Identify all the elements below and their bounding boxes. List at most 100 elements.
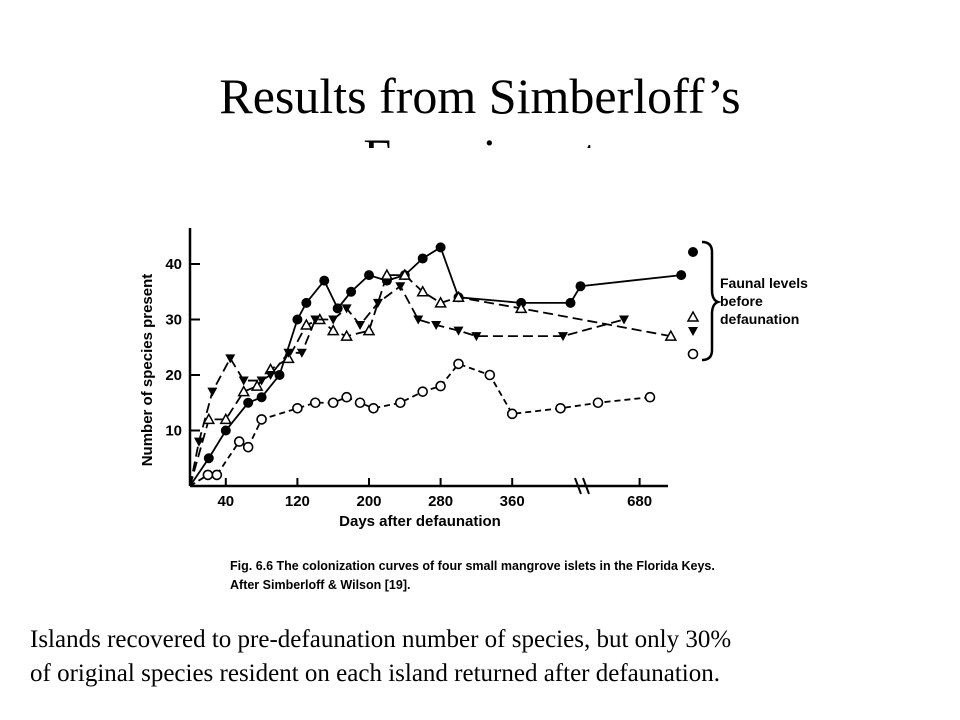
slide-title: Results from Simberloff’s xyxy=(219,68,741,124)
series-2-point xyxy=(431,321,442,331)
caption-line2: of original species resident on each isl… xyxy=(30,660,721,687)
series-3-point xyxy=(256,414,267,425)
x-tick-label: 360 xyxy=(500,493,525,510)
series-1-point xyxy=(452,290,465,303)
x-tick-label: 120 xyxy=(285,493,310,510)
series-2-point xyxy=(341,304,352,314)
series-0-point xyxy=(417,253,428,264)
series-layer xyxy=(189,242,687,487)
series-3-point xyxy=(453,358,464,370)
figure-caption-line1: Fig. 6.6 The colonization curves of four… xyxy=(230,559,715,573)
series-0-point xyxy=(364,270,374,281)
series-0-point xyxy=(274,370,285,380)
series-3-point xyxy=(435,380,446,392)
series-1-point xyxy=(282,351,295,364)
slide-caption: Islands recovered to pre-defaunation num… xyxy=(30,623,950,691)
series-1-point xyxy=(340,329,353,341)
series-0-point xyxy=(220,425,231,436)
legend-label-line1: Faunal levels xyxy=(720,275,808,291)
series-3-point xyxy=(292,402,303,414)
series-1-point xyxy=(362,324,376,336)
series-2-point xyxy=(558,332,568,342)
series-0-point xyxy=(676,270,687,281)
y-tick-label: 30 xyxy=(165,312,182,329)
series-0-point xyxy=(332,303,343,314)
series-3-point xyxy=(644,391,656,403)
slide-title-clip: Experiment xyxy=(0,126,960,148)
series-3-line xyxy=(189,362,651,487)
series-1-point xyxy=(416,285,429,297)
series-0-point xyxy=(575,281,586,292)
series-3-point xyxy=(484,369,496,381)
series-3-point xyxy=(395,397,406,409)
y-tick-label: 40 xyxy=(165,256,182,273)
series-1-point xyxy=(434,296,447,308)
series-0-point xyxy=(243,397,254,408)
series-2-point xyxy=(355,321,366,331)
series-3-point xyxy=(341,391,352,403)
series-3-point xyxy=(354,397,366,409)
series-1-point xyxy=(398,268,412,280)
legend-label-line3: defaunation xyxy=(720,311,799,327)
series-3-point xyxy=(233,436,245,447)
series-2-point xyxy=(225,354,236,364)
series-0-point xyxy=(565,297,576,308)
colonization-chart: 40 120 200 280 360 680 10 20 30 40 Days after de… xyxy=(139,228,808,592)
series-0-point xyxy=(346,286,357,297)
series-1-point xyxy=(237,385,250,397)
caption-line1: Islands recovered to pre-defaunation num… xyxy=(30,626,732,653)
series-2-point xyxy=(207,387,218,397)
series-1-point xyxy=(326,324,340,336)
x-ticks: 40 120 200 280 360 680 xyxy=(217,478,652,510)
x-tick-label: 40 xyxy=(217,493,234,510)
series-legend-2-point xyxy=(688,327,698,336)
series-3-point xyxy=(506,408,518,420)
series-3-point xyxy=(211,469,223,481)
series-2-line xyxy=(189,284,625,487)
series-0-point xyxy=(203,453,214,464)
series-2-point xyxy=(328,315,339,325)
series-3-point xyxy=(242,441,254,453)
x-tick-label: 680 xyxy=(627,493,652,510)
y-ticks: 10 20 30 40 xyxy=(165,256,200,440)
series-2-point xyxy=(310,315,321,325)
series-2-point xyxy=(283,348,294,358)
legend xyxy=(686,240,722,362)
series-2-point xyxy=(193,437,204,447)
series-0-point xyxy=(292,314,303,325)
series-2-point xyxy=(265,371,276,380)
series-0 xyxy=(189,242,687,487)
series-1-point xyxy=(300,318,313,330)
x-tick-label: 200 xyxy=(356,493,381,510)
series-2-point xyxy=(453,326,464,336)
series-3 xyxy=(189,358,656,487)
series-2-point xyxy=(619,315,629,325)
series-2 xyxy=(189,282,629,487)
y-axis-label: Number of species present xyxy=(139,274,156,467)
figure-caption-line2: After Simberloff & Wilson [19]. xyxy=(230,578,410,592)
series-1-point xyxy=(664,329,678,341)
x-tick-label: 280 xyxy=(428,493,453,510)
series-0-point xyxy=(256,392,267,403)
series-2-point xyxy=(296,348,307,358)
series-1-point xyxy=(380,268,394,280)
series-0-point xyxy=(301,297,312,308)
series-3-point xyxy=(309,397,321,409)
series-2-point xyxy=(238,376,249,386)
legend-label-line2: before xyxy=(720,293,763,309)
series-legend-1-point xyxy=(686,310,700,322)
series-3-point xyxy=(555,402,566,414)
series-2-point xyxy=(395,282,406,292)
slide-title-line2: Experiment xyxy=(0,126,960,148)
series-legend-0-point xyxy=(688,247,698,257)
series-2-point xyxy=(372,298,383,308)
series-1-point xyxy=(514,301,528,314)
series-legend-3-point xyxy=(687,348,699,360)
x-axis-label: Days after defaunation xyxy=(339,513,501,530)
series-0-point xyxy=(435,242,446,253)
series-3-point xyxy=(592,397,604,409)
series-2-point xyxy=(256,376,267,386)
series-1-point xyxy=(219,412,233,425)
series-0-line xyxy=(189,245,682,487)
legend-brace xyxy=(701,240,722,362)
